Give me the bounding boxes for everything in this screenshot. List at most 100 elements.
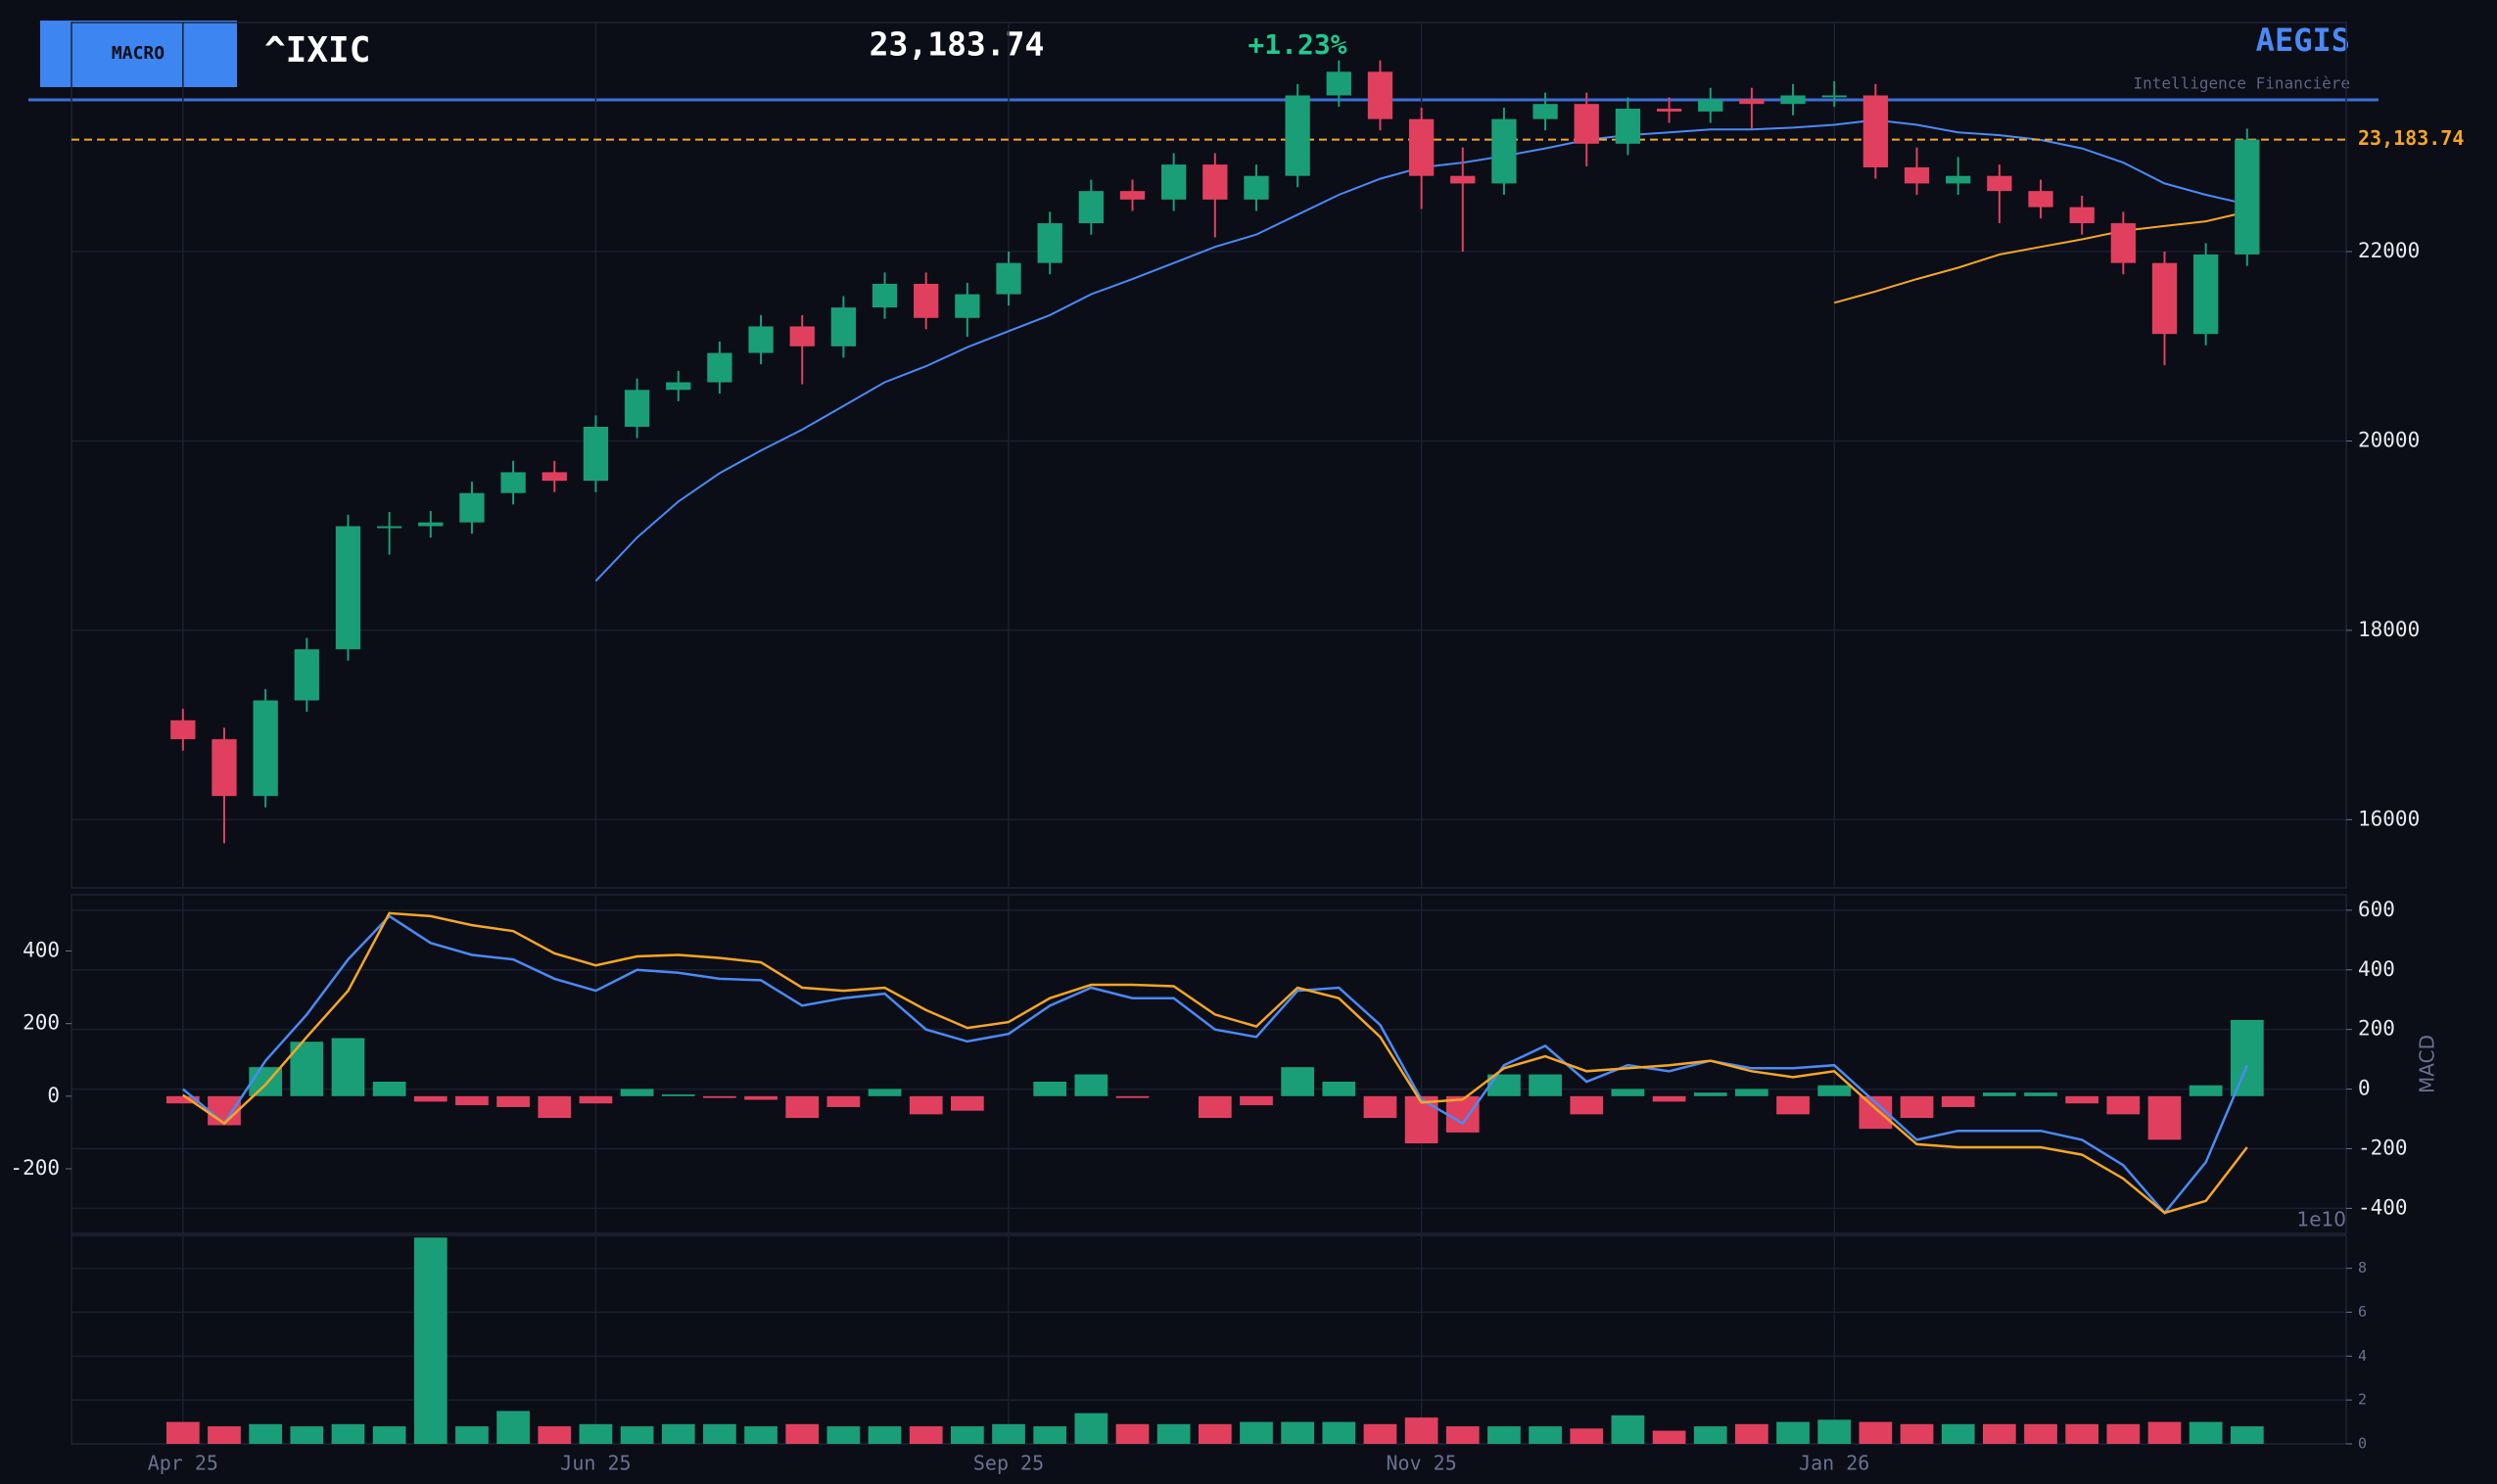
volume-bar — [1487, 1426, 1521, 1444]
y-tick-label: 8 — [2358, 1259, 2367, 1276]
candle-body — [542, 472, 567, 482]
volume-bar — [2065, 1423, 2099, 1444]
y-tick-label: 20000 — [2358, 428, 2420, 451]
candle-body — [2069, 207, 2095, 224]
candle-body — [872, 283, 898, 308]
candle-body — [294, 649, 319, 701]
y2-tick-label: -200 — [10, 1156, 60, 1180]
volume-bar — [951, 1426, 984, 1444]
histogram-bar — [165, 1095, 200, 1104]
candle-body — [996, 262, 1021, 295]
candle-body — [1698, 99, 1723, 112]
histogram-bar — [2065, 1095, 2099, 1104]
volume-bar — [165, 1421, 200, 1444]
histogram-bar — [951, 1095, 984, 1111]
y-tick-label: 0 — [2358, 1435, 2367, 1453]
volume-bar — [1570, 1428, 1604, 1444]
histogram-bar — [1033, 1081, 1067, 1096]
volume-bar — [1652, 1430, 1686, 1444]
volume-bar — [992, 1423, 1025, 1444]
offset-label: 1e10 — [2297, 1208, 2346, 1231]
candle-body — [1161, 164, 1187, 200]
histogram-bar — [1322, 1081, 1356, 1096]
candle-body — [500, 472, 526, 493]
x-tick-label: Jan 26 — [1799, 1452, 1869, 1475]
volume-bar — [744, 1426, 777, 1444]
histogram-bar — [1817, 1085, 1852, 1096]
volume-bar — [785, 1423, 820, 1444]
histogram-bar — [1404, 1095, 1438, 1144]
histogram-bar — [1900, 1095, 1934, 1119]
histogram-bar — [1115, 1095, 1150, 1098]
candle-body — [1037, 223, 1062, 263]
volume-bar — [2024, 1423, 2057, 1444]
y-tick-label: 6 — [2358, 1303, 2367, 1321]
volume-bar — [1322, 1421, 1356, 1444]
y-tick-label: 400 — [2358, 957, 2395, 981]
volume-bar — [290, 1426, 324, 1444]
histogram-bar — [1982, 1092, 2016, 1096]
y-tick-label: 200 — [2358, 1017, 2395, 1041]
histogram-bar — [455, 1095, 489, 1106]
button-label[interactable]: MACRO — [112, 43, 165, 64]
candle-body — [170, 719, 196, 740]
candle-body — [2235, 139, 2260, 255]
candle-body — [376, 526, 402, 529]
y-tick-label: 18000 — [2358, 618, 2420, 641]
candle-body — [1532, 104, 1558, 119]
histogram-bar — [538, 1095, 572, 1119]
candle-body — [1946, 175, 1971, 184]
volume-bar — [1941, 1423, 1975, 1444]
histogram-bar — [868, 1089, 902, 1096]
histogram-bar — [2106, 1095, 2141, 1115]
macro-button[interactable] — [40, 21, 237, 87]
candle-body — [789, 326, 815, 347]
candle-body — [335, 526, 361, 650]
volume-bar — [1198, 1423, 1232, 1444]
volume-bar — [2230, 1426, 2264, 1444]
tagline: Intelligence Financière — [2133, 74, 2350, 93]
histogram-bar — [208, 1095, 241, 1126]
volume-bar — [1363, 1423, 1397, 1444]
volume-bar — [1074, 1413, 1108, 1444]
histogram-bar — [620, 1089, 654, 1096]
histogram-bar — [1776, 1095, 1810, 1115]
y-tick-label: 22000 — [2358, 239, 2420, 262]
volume-bar — [909, 1426, 943, 1444]
volume-bar — [1611, 1414, 1645, 1444]
histogram-bar — [1198, 1095, 1232, 1119]
volume-bar — [331, 1423, 365, 1444]
candle-body — [1615, 109, 1641, 144]
price-level-label: 23,183.74 — [2358, 126, 2464, 150]
panel-frame — [71, 894, 2347, 1234]
candle-body — [955, 294, 980, 318]
candle-body — [1780, 95, 1806, 105]
candle-body — [707, 352, 732, 383]
volume-bar — [1115, 1423, 1150, 1444]
histogram-bar — [1693, 1092, 1727, 1096]
candle-body — [748, 326, 774, 353]
volume-bar — [1982, 1423, 2016, 1444]
y-tick-label: 16000 — [2358, 807, 2420, 830]
volume-bar — [1033, 1426, 1067, 1444]
volume-bar — [1281, 1421, 1315, 1444]
price-change: +1.23% — [1248, 28, 1346, 61]
brand: AEGIS — [2256, 22, 2350, 59]
candle-body — [666, 382, 691, 391]
volume-bar — [579, 1423, 613, 1444]
volume-bar — [413, 1237, 448, 1444]
histogram-bar — [909, 1095, 943, 1115]
volume-bar — [1776, 1421, 1810, 1444]
volume-bar — [1156, 1423, 1191, 1444]
histogram-bar — [2230, 1019, 2264, 1096]
candle-body — [1450, 175, 1476, 184]
histogram-bar — [1735, 1089, 1768, 1096]
candle-body — [1987, 175, 2012, 192]
candle-body — [1574, 104, 1599, 144]
candle-body — [1656, 109, 1682, 112]
volume-bar — [1735, 1423, 1768, 1444]
candle-body — [914, 283, 939, 318]
volume-bar — [1859, 1421, 1893, 1444]
histogram-bar — [785, 1095, 820, 1119]
